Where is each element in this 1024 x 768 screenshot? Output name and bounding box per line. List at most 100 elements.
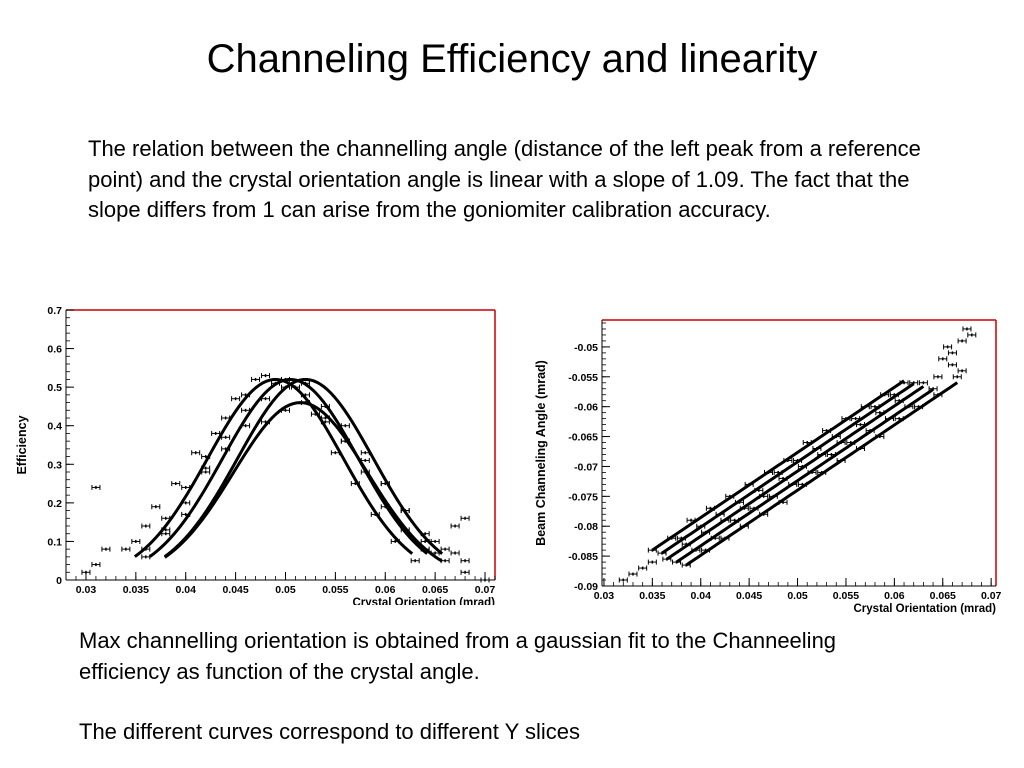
data-point: [251, 376, 261, 382]
outlier-point: [943, 344, 953, 350]
data-point: [875, 434, 885, 440]
fit-curve-4: [163, 401, 443, 563]
data-point: [841, 416, 851, 422]
x-tick-label: 0.045: [222, 584, 248, 596]
data-point: [181, 511, 191, 517]
x-tick-label: 0.055: [322, 584, 348, 596]
data-point: [855, 422, 865, 428]
data-point: [759, 511, 769, 517]
data-point: [360, 457, 370, 463]
fit-curve-1: [651, 379, 905, 552]
data-point: [928, 386, 938, 392]
data-point: [141, 546, 151, 552]
data-point: [280, 384, 290, 390]
data-point: [725, 493, 735, 499]
data-point: [749, 505, 759, 511]
y-tick-label: -0.065: [568, 432, 598, 444]
data-point: [739, 523, 749, 529]
x-axis-title: Crystal Orientation (mrad): [854, 603, 997, 615]
data-point: [280, 376, 290, 382]
outlier-point: [460, 515, 470, 521]
fit-curve-3: [163, 377, 444, 558]
y-tick-label: 0.3: [47, 459, 62, 471]
data-point: [880, 392, 890, 398]
data-point: [754, 487, 764, 493]
data-point: [320, 419, 330, 425]
data-point: [836, 440, 846, 446]
data-point: [783, 457, 793, 463]
data-point: [904, 404, 914, 410]
data-point: [831, 434, 841, 440]
data-point: [734, 499, 744, 505]
x-tick-label: 0.03: [594, 590, 615, 602]
data-point: [241, 423, 251, 429]
x-tick-label: 0.05: [787, 590, 808, 602]
data-point: [933, 392, 943, 398]
data-point: [691, 547, 701, 553]
data-point: [201, 454, 211, 460]
data-point: [171, 481, 181, 487]
data-point: [221, 446, 231, 452]
y-axis-title: Efficiency: [15, 415, 29, 474]
x-tick-label: 0.04: [691, 590, 712, 602]
data-point: [764, 469, 774, 475]
data-point: [370, 511, 380, 517]
data-point: [720, 517, 730, 523]
data-point: [768, 493, 778, 499]
data-point: [797, 481, 807, 487]
data-point: [705, 505, 715, 511]
slide-title: Channeling Efficiency and linearity: [206, 37, 818, 81]
y-tick-label: -0.06: [574, 402, 598, 414]
data-point: [860, 404, 870, 410]
y-tick-label: -0.05: [574, 342, 598, 354]
data-point: [201, 465, 211, 471]
data-point: [290, 384, 300, 390]
caption-y-slices: The different curves correspond to diffe…: [79, 719, 580, 744]
outlier-point: [430, 550, 440, 556]
x-tick-label: 0.03: [76, 584, 97, 596]
data-point: [889, 392, 899, 398]
x-axis-title: Crystal Orientation (mrad): [353, 597, 496, 605]
data-point: [918, 380, 928, 386]
data-point: [788, 481, 798, 487]
outlier-point: [141, 523, 151, 529]
data-point: [241, 392, 251, 398]
y-tick-label: -0.08: [574, 521, 598, 533]
data-point: [657, 550, 667, 556]
channeling-angle-chart: 0.03 0.035 0.04 0.045 0.05 0.055 0.06 0.065 0.07…: [534, 319, 1002, 615]
data-point: [141, 554, 151, 560]
outlier-point: [647, 559, 657, 565]
data-point: [460, 558, 470, 564]
data-point: [151, 504, 161, 510]
data-point: [701, 547, 711, 553]
fit-curve-1: [133, 377, 414, 558]
data-point: [390, 538, 400, 544]
data-point: [894, 416, 904, 422]
data-point: [826, 451, 836, 457]
data-point: [201, 469, 211, 475]
y-tick-label: -0.085: [568, 551, 598, 563]
data-point: [330, 450, 340, 456]
data-point: [161, 531, 171, 537]
data-point: [191, 450, 201, 456]
outlier-point: [121, 546, 131, 552]
outlier-point: [618, 577, 628, 583]
y-tick-label: 0.6: [47, 344, 62, 356]
data-point: [807, 469, 817, 475]
x-tick-label: 0.06: [375, 584, 396, 596]
data-point: [710, 535, 720, 541]
data-point: [744, 481, 754, 487]
data-point: [875, 410, 885, 416]
data-point: [846, 440, 856, 446]
data-point: [812, 446, 822, 452]
data-point: [899, 380, 909, 386]
data-point: [261, 396, 271, 402]
outlier-point: [962, 326, 972, 332]
data-point: [855, 446, 865, 452]
outlier-point: [933, 374, 943, 380]
data-point: [340, 438, 350, 444]
data-point: [181, 484, 191, 490]
data-point: [672, 559, 682, 565]
data-point: [730, 517, 740, 523]
data-point: [261, 419, 271, 425]
